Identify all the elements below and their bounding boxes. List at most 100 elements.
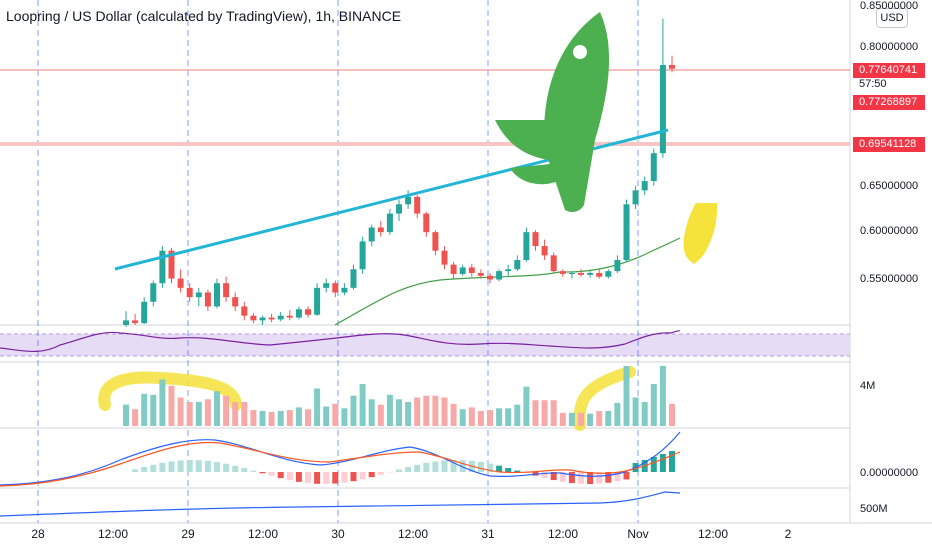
candle: [659, 18, 666, 158]
price-tick: 0.60000000: [860, 225, 919, 237]
volume-bar: [650, 384, 657, 426]
volume-bar: [414, 397, 421, 426]
macd-bar: [204, 460, 211, 472]
candle: [423, 211, 430, 237]
volume-bar: [605, 411, 612, 426]
volume-bar: [295, 407, 302, 426]
time-tick: 29: [181, 527, 195, 541]
volume-bar: [250, 410, 257, 426]
volume-bar: [232, 402, 239, 426]
candle: [386, 208, 393, 235]
volume-bar: [123, 404, 129, 426]
macd-bar: [396, 469, 402, 472]
candle: [641, 176, 648, 195]
candle: [532, 230, 539, 251]
macd-bar: [295, 472, 302, 482]
candle: [477, 269, 484, 279]
time-tick: Nov: [627, 527, 649, 541]
candle: [341, 283, 348, 296]
macd-bar: [505, 467, 512, 472]
macd-bar: [377, 472, 384, 475]
candle: [159, 246, 166, 288]
candle: [350, 264, 357, 290]
candle: [578, 269, 584, 277]
volume-bar: [441, 397, 448, 426]
candle: [177, 269, 184, 293]
macd-bar: [441, 460, 448, 472]
candle: [596, 269, 603, 279]
candle: [514, 255, 521, 272]
volume-bar: [368, 399, 375, 426]
macd-bar: [214, 462, 220, 472]
candle: [541, 239, 548, 260]
volume-bar: [496, 408, 503, 426]
macd-bar: [177, 460, 184, 472]
volume-bars: [123, 366, 675, 426]
volume-bar: [432, 395, 439, 426]
candle: [669, 55, 675, 73]
candle: [632, 185, 639, 209]
currency-selector[interactable]: USD: [876, 8, 908, 28]
candle: [123, 311, 129, 327]
candle: [286, 310, 293, 321]
macd-bar: [159, 462, 166, 472]
time-tick: 12:00: [397, 527, 429, 541]
candle: [259, 315, 266, 325]
macd-bar: [659, 454, 666, 472]
day-separators: [37, 0, 639, 523]
macd-bar: [405, 467, 412, 472]
macd-bar: [650, 457, 657, 472]
macd-bar: [605, 472, 612, 483]
volume-bar: [487, 410, 493, 426]
macd-bar: [614, 472, 621, 482]
candle: [368, 224, 375, 247]
candle: [523, 227, 530, 262]
volume-bar: [268, 411, 275, 426]
time-tick: 12:00: [547, 527, 579, 541]
candle: [450, 261, 457, 279]
highlight-mark-rocket: [683, 203, 718, 265]
time-tick: 12:00: [97, 527, 129, 541]
volume-bar: [578, 412, 584, 426]
macd-bar: [286, 472, 293, 481]
macd-bar: [232, 465, 239, 472]
candle: [650, 148, 657, 186]
macd-bar: [450, 460, 457, 472]
macd-bar: [132, 469, 139, 472]
bottom-indicator-line: [0, 491, 681, 517]
volume-bar: [559, 412, 566, 426]
macd-bar: [195, 460, 202, 472]
macd-bar: [459, 460, 466, 472]
candle: [150, 280, 157, 307]
volume-bar: [450, 403, 457, 426]
macd-bar: [568, 472, 575, 484]
volume-bar: [186, 402, 193, 426]
volume-bar: [241, 402, 248, 426]
volume-bar: [505, 408, 512, 426]
candle: [195, 287, 202, 307]
volume-bar: [204, 399, 211, 426]
volume-bar: [286, 410, 293, 426]
candle: [559, 269, 566, 277]
macd-bar: [259, 472, 266, 474]
bottom-indicator-tick: 500M: [860, 503, 888, 515]
candle: [186, 283, 193, 302]
volume-bar: [641, 402, 648, 426]
candle: [132, 313, 139, 325]
volume-bar: [223, 395, 230, 426]
macd-bar: [141, 466, 148, 472]
volume-tick: 4M: [860, 380, 876, 392]
volume-bar: [159, 379, 166, 426]
time-tick: 31: [481, 527, 495, 541]
candle: [332, 280, 339, 298]
candle: [414, 195, 421, 219]
candle: [204, 289, 211, 312]
volume-bar: [659, 366, 666, 426]
volume-bar: [314, 388, 321, 426]
volume-bar: [305, 409, 311, 426]
macd-bar: [550, 472, 557, 481]
volume-bar: [587, 413, 594, 426]
time-tick: 12:00: [247, 527, 279, 541]
